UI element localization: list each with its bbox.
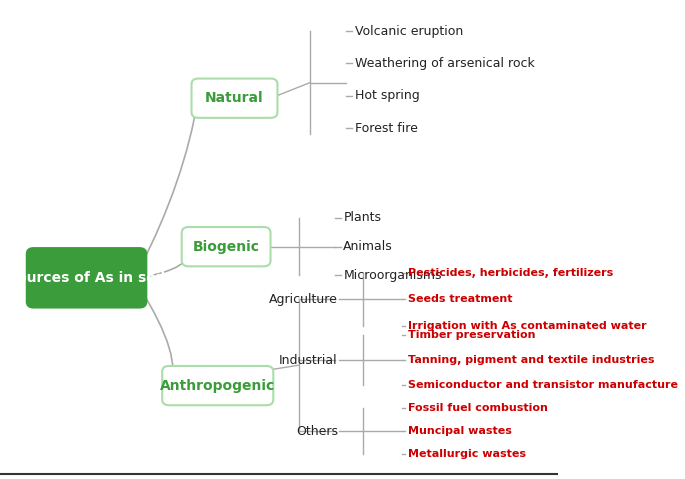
Text: Natural: Natural [206,91,264,105]
Text: Biogenic: Biogenic [192,240,260,254]
Text: Muncipal wastes: Muncipal wastes [408,426,512,436]
Text: Anthropogenic: Anthropogenic [160,378,275,393]
FancyBboxPatch shape [192,79,277,118]
Text: Industrial: Industrial [279,354,338,367]
Text: Agriculture: Agriculture [269,293,338,306]
Text: Sources of As in soil: Sources of As in soil [8,271,166,285]
Text: Others: Others [296,424,338,438]
Text: Hot spring: Hot spring [355,89,419,103]
Text: Animals: Animals [343,240,393,253]
Text: Weathering of arsenical rock: Weathering of arsenical rock [355,57,534,70]
Text: Pesticides, herbicides, fertilizers: Pesticides, herbicides, fertilizers [408,268,613,278]
Text: Semiconductor and transistor manufacture: Semiconductor and transistor manufacture [408,380,677,390]
Text: Metallurgic wastes: Metallurgic wastes [408,449,525,459]
Text: Forest fire: Forest fire [355,122,417,135]
FancyBboxPatch shape [162,366,273,405]
Text: Volcanic eruption: Volcanic eruption [355,24,463,38]
Text: Seeds treatment: Seeds treatment [408,295,512,304]
Text: Microorganisms: Microorganisms [343,269,442,282]
FancyBboxPatch shape [182,227,271,266]
Text: Irrigation with As contaminated water: Irrigation with As contaminated water [408,321,646,331]
Text: Plants: Plants [343,211,382,225]
Text: Tanning, pigment and textile industries: Tanning, pigment and textile industries [408,355,654,365]
Text: Timber preservation: Timber preservation [408,331,535,340]
FancyBboxPatch shape [27,248,147,308]
Text: Fossil fuel combustion: Fossil fuel combustion [408,403,547,413]
